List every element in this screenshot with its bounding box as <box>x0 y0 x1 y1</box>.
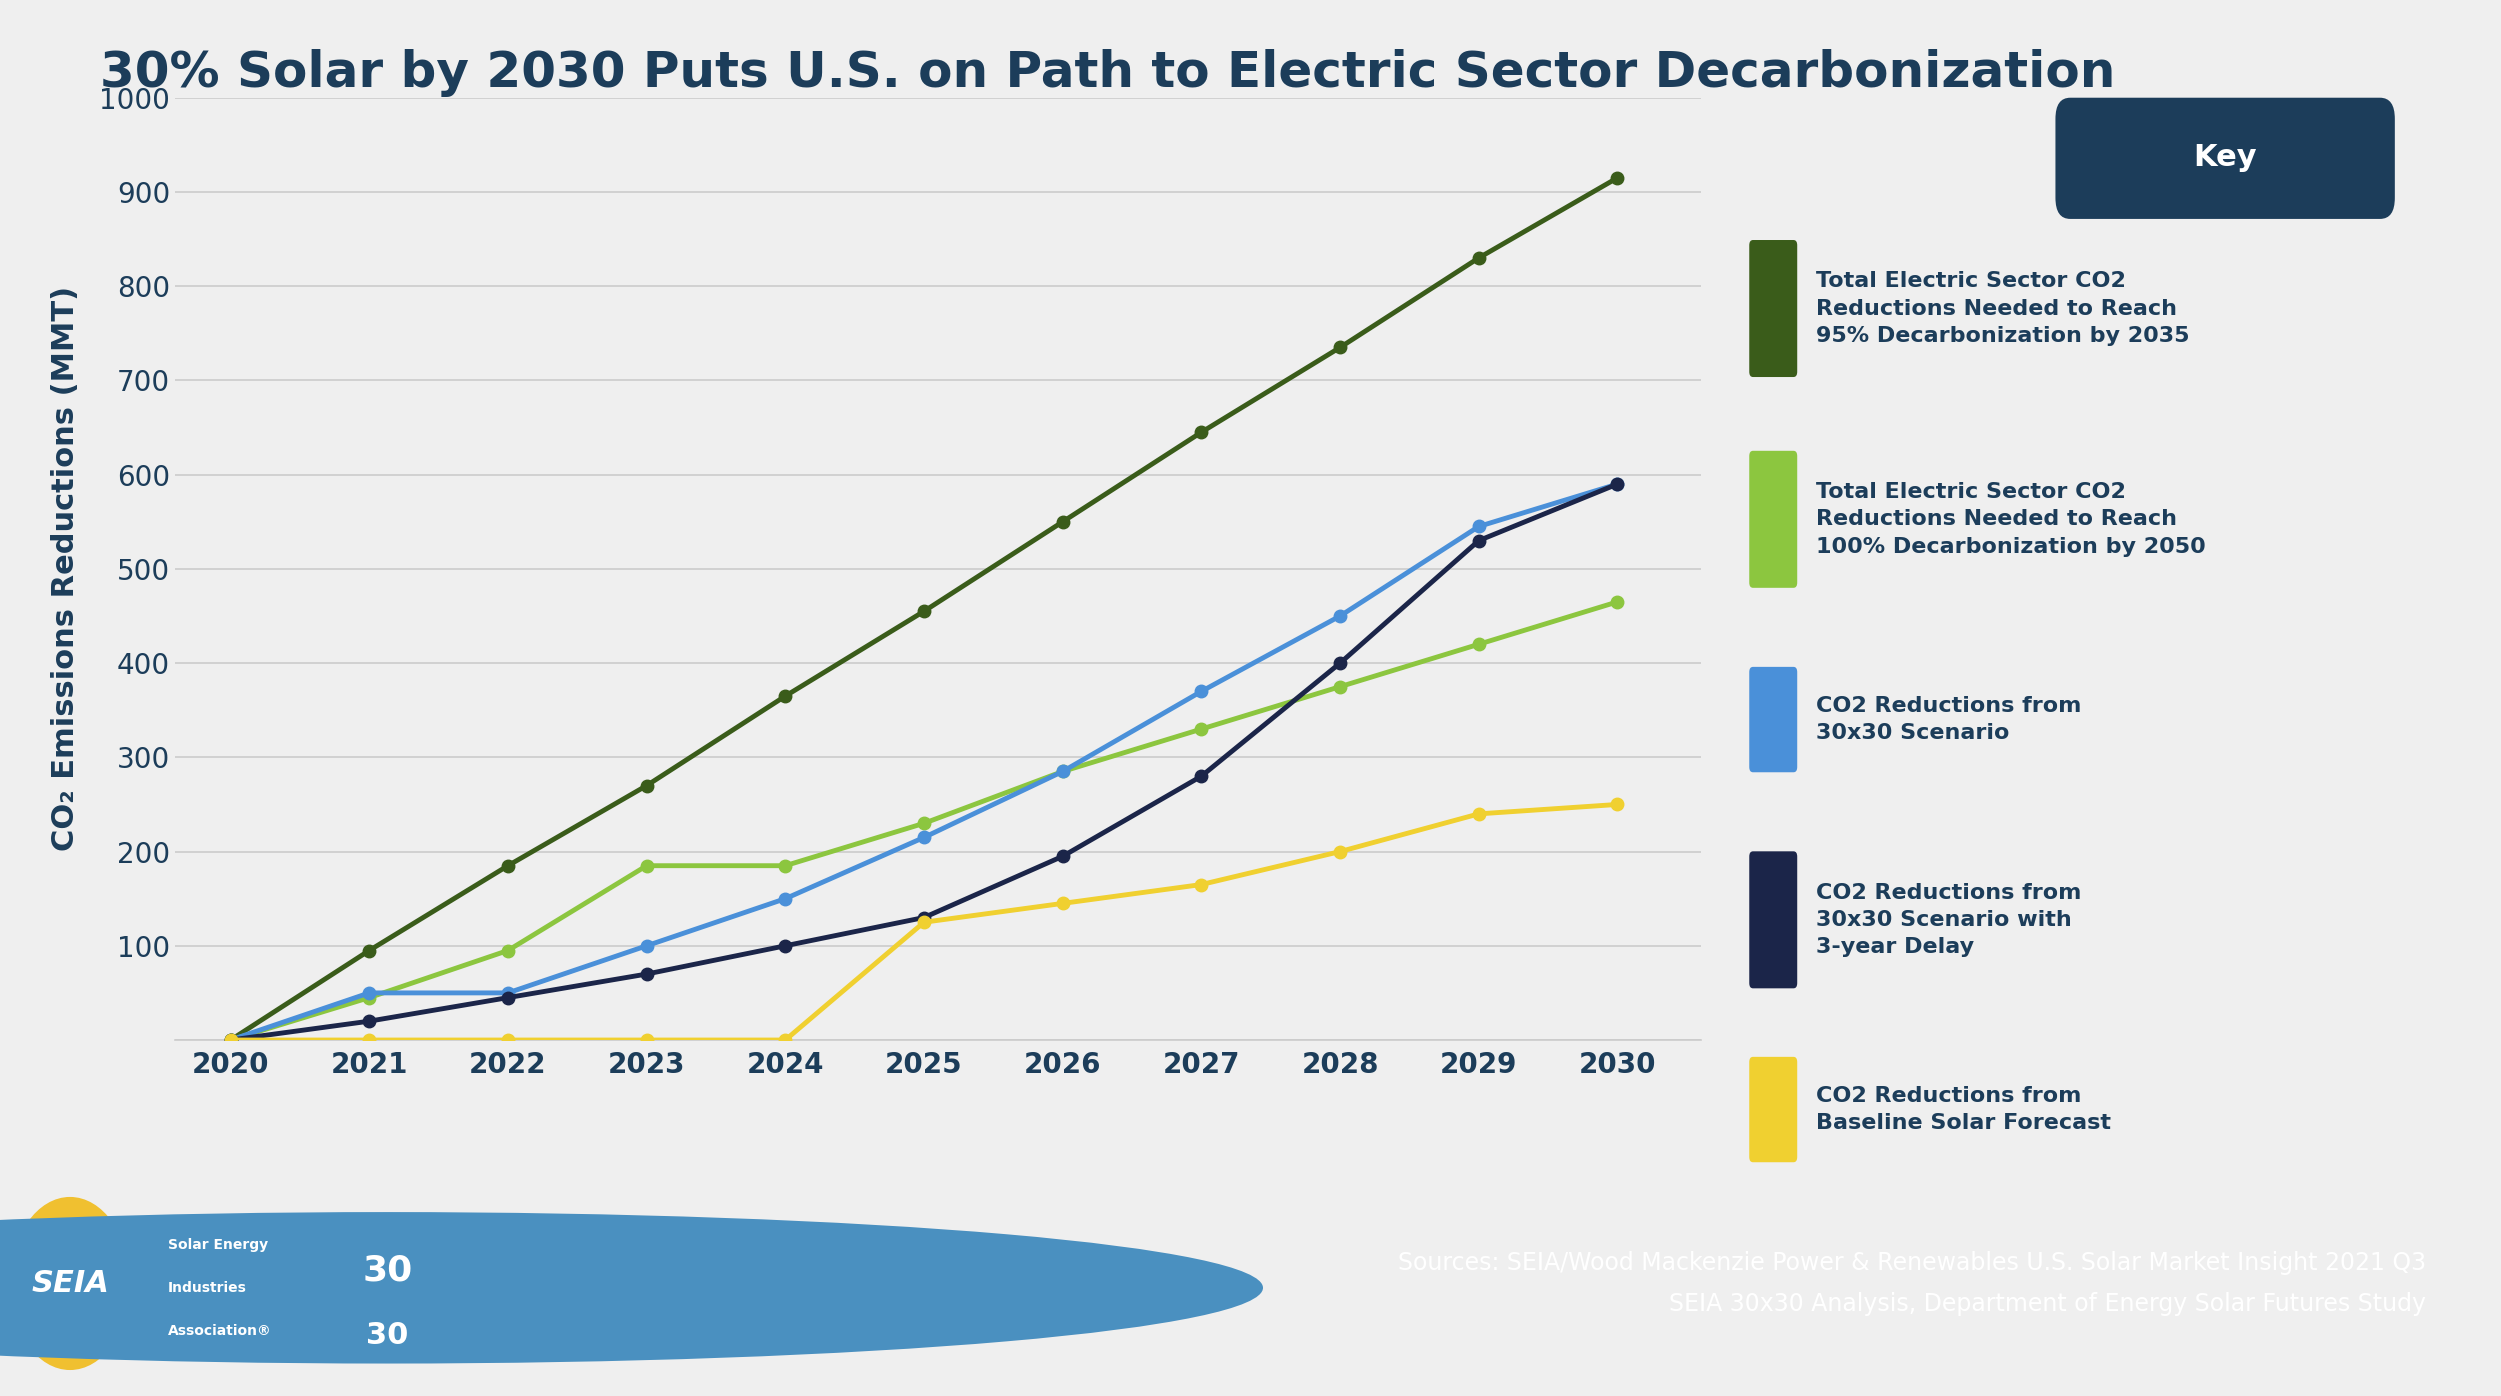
FancyBboxPatch shape <box>1748 667 1798 772</box>
Text: Association®: Association® <box>168 1323 270 1339</box>
Text: 30: 30 <box>363 1254 413 1287</box>
Text: Industries: Industries <box>168 1280 248 1295</box>
Text: CO2 Reductions from
Baseline Solar Forecast: CO2 Reductions from Baseline Solar Forec… <box>1816 1086 2111 1134</box>
FancyBboxPatch shape <box>1748 240 1798 377</box>
FancyBboxPatch shape <box>2056 98 2396 219</box>
Text: Key: Key <box>2193 144 2256 172</box>
FancyBboxPatch shape <box>1748 451 1798 588</box>
Circle shape <box>0 1212 1263 1364</box>
FancyBboxPatch shape <box>1748 1057 1798 1163</box>
Text: CO2 Reductions from
30x30 Scenario: CO2 Reductions from 30x30 Scenario <box>1816 697 2081 743</box>
Text: CO2 Reductions from
30x30 Scenario with
3-year Delay: CO2 Reductions from 30x30 Scenario with … <box>1816 882 2081 958</box>
Ellipse shape <box>10 1196 130 1369</box>
Text: SEIA: SEIA <box>30 1269 110 1298</box>
FancyBboxPatch shape <box>1748 852 1798 988</box>
Text: Sources: SEIA/Wood Mackenzie Power & Renewables U.S. Solar Market Insight 2021 Q: Sources: SEIA/Wood Mackenzie Power & Ren… <box>1398 1251 2426 1316</box>
Text: 30% Solar by 2030 Puts U.S. on Path to Electric Sector Decarbonization: 30% Solar by 2030 Puts U.S. on Path to E… <box>100 49 2116 96</box>
Y-axis label: CO₂ Emissions Reductions (MMT): CO₂ Emissions Reductions (MMT) <box>50 286 80 852</box>
Text: Total Electric Sector CO2
Reductions Needed to Reach
95% Decarbonization by 2035: Total Electric Sector CO2 Reductions Nee… <box>1816 271 2188 346</box>
Text: Total Electric Sector CO2
Reductions Needed to Reach
100% Decarbonization by 205: Total Electric Sector CO2 Reductions Nee… <box>1816 482 2206 557</box>
Text: 30: 30 <box>368 1321 408 1350</box>
Text: Solar Energy: Solar Energy <box>168 1237 268 1252</box>
